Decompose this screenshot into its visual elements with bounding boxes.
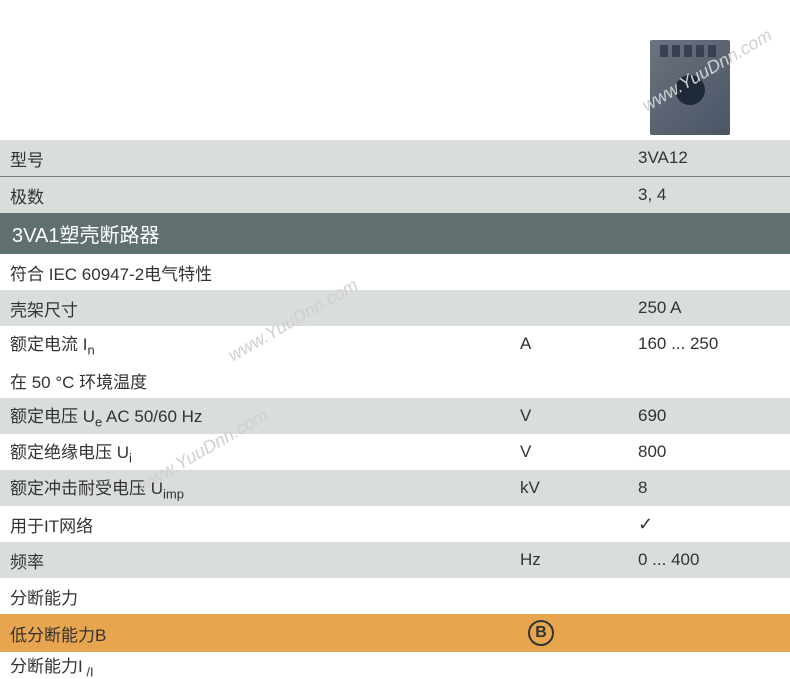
row-breaking-capacity: 分断能力 xyxy=(0,578,790,614)
image-section xyxy=(0,0,790,140)
value-poles: 3, 4 xyxy=(630,185,790,205)
row-frequency: 频率 Hz 0 ... 400 xyxy=(0,542,790,578)
label-insulation-voltage: 额定绝缘电压 Ui xyxy=(0,438,520,465)
value-frequency: 0 ... 400 xyxy=(630,550,790,570)
label-breaking-current: 分断能力I /I xyxy=(0,652,520,679)
unit-impulse-voltage: kV xyxy=(520,478,630,498)
row-rated-voltage: 额定电压 Ue AC 50/60 Hz V 690 xyxy=(0,398,790,434)
label-impulse-voltage: 额定冲击耐受电压 Uimp xyxy=(0,474,520,501)
label-model: 型号 xyxy=(0,146,520,171)
unit-rated-current: A xyxy=(520,334,630,354)
value-it-network: ✓ xyxy=(630,514,790,535)
row-impulse-voltage: 额定冲击耐受电压 Uimp kV 8 xyxy=(0,470,790,506)
unit-frequency: Hz xyxy=(520,550,630,570)
row-model: 型号 3VA12 xyxy=(0,140,790,176)
row-breaking-current: 分断能力I /I xyxy=(0,652,790,679)
row-rated-current: 额定电流 In A 160 ... 250 xyxy=(0,326,790,362)
label-rated-voltage: 额定电压 Ue AC 50/60 Hz xyxy=(0,402,520,429)
value-insulation-voltage: 800 xyxy=(630,442,790,462)
label-iec: 符合 IEC 60947-2电气特性 xyxy=(0,260,520,285)
label-frequency: 频率 xyxy=(0,548,520,573)
unit-insulation-voltage: V xyxy=(520,442,630,462)
label-poles: 极数 xyxy=(0,183,520,208)
row-poles: 极数 3, 4 xyxy=(0,177,790,213)
value-frame-size: 250 A xyxy=(630,298,790,318)
label-it-network: 用于IT网络 xyxy=(0,512,520,537)
label-rated-current: 额定电流 In xyxy=(0,330,520,357)
value-rated-current: 160 ... 250 xyxy=(630,334,790,354)
badge-b: B xyxy=(528,620,554,646)
row-iec: 符合 IEC 60947-2电气特性 xyxy=(0,254,790,290)
label-temperature: 在 50 °C 环境温度 xyxy=(0,368,520,393)
section-header: 3VA1塑壳断路器 xyxy=(0,213,790,254)
label-low-breaking: 低分断能力B xyxy=(0,621,520,646)
value-rated-voltage: 690 xyxy=(630,406,790,426)
label-breaking-capacity: 分断能力 xyxy=(0,584,520,609)
row-low-breaking: 低分断能力B B xyxy=(0,614,790,652)
row-it-network: 用于IT网络 ✓ xyxy=(0,506,790,542)
row-insulation-voltage: 额定绝缘电压 Ui V 800 xyxy=(0,434,790,470)
value-impulse-voltage: 8 xyxy=(630,478,790,498)
label-frame-size: 壳架尺寸 xyxy=(0,296,520,321)
row-temperature: 在 50 °C 环境温度 xyxy=(0,362,790,398)
row-frame-size: 壳架尺寸 250 A xyxy=(0,290,790,326)
unit-rated-voltage: V xyxy=(520,406,630,426)
value-model: 3VA12 xyxy=(630,148,790,168)
spec-table: www.YuuDnn.com www.YuuDnn.com www.YuuDnn… xyxy=(0,0,790,679)
product-image xyxy=(650,40,730,135)
